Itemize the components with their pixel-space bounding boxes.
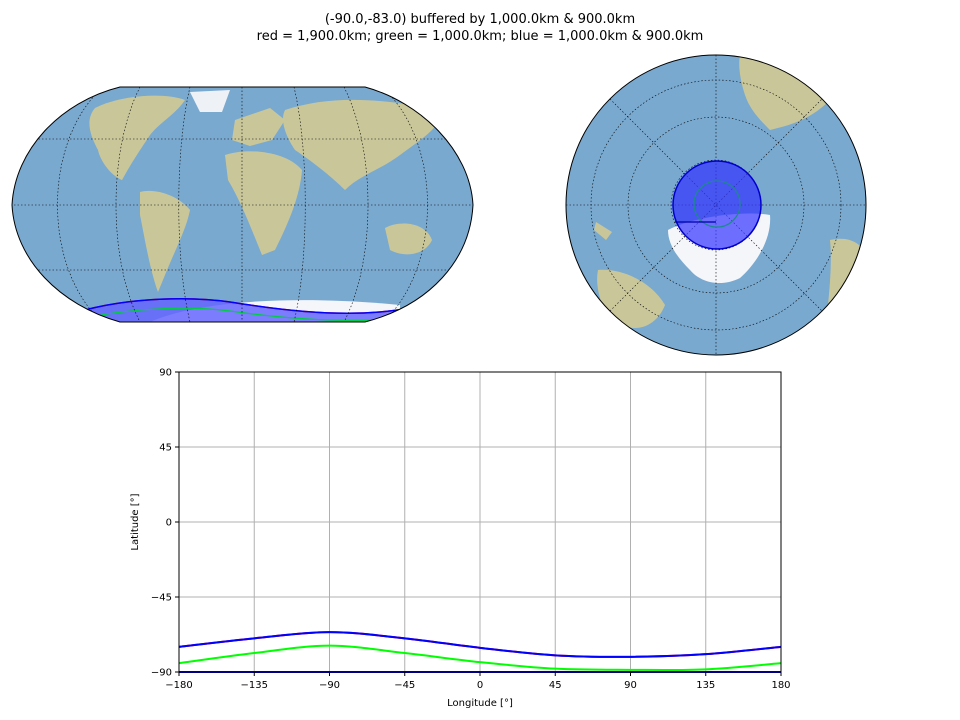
landmasses <box>89 90 441 292</box>
series-line-blue-2 <box>178 631 782 658</box>
greenland <box>190 90 230 112</box>
y-tick-label: 90 <box>159 368 172 379</box>
series-line-green-1 <box>178 644 782 672</box>
figure-title-line-2: red = 1,900.0km; green = 1,000.0km; blue… <box>256 29 704 44</box>
ortho-new-zealand <box>594 222 612 240</box>
africa <box>225 151 302 255</box>
robinson-buffer-fill <box>12 298 473 322</box>
y-tick-label: 0 <box>166 518 172 529</box>
x-tick-label: −45 <box>394 680 415 691</box>
robinson-graticule <box>12 87 473 322</box>
y-tick-label: 45 <box>159 443 172 454</box>
ortho-australia <box>597 269 665 328</box>
ortho-buffer-inner <box>693 180 741 228</box>
ortho-map-outline <box>565 54 867 356</box>
y-axis-ticks: −90 −45 0 45 90 <box>151 368 179 679</box>
figure-title-line-1: (-90.0,-83.0) buffered by 1,000.0km & 90… <box>324 12 636 27</box>
x-tick-label: 45 <box>549 680 562 691</box>
x-tick-label: −135 <box>241 680 268 691</box>
chart-gridlines <box>178 371 782 673</box>
y-tick-label: −90 <box>151 668 172 679</box>
x-tick-label: −90 <box>319 680 340 691</box>
orthographic-south-pole-map <box>565 54 867 356</box>
north-america <box>89 95 185 180</box>
ortho-landmasses <box>594 55 866 328</box>
robinson-world-map <box>11 86 474 323</box>
robinson-map-outline <box>11 86 474 323</box>
x-axis-label: Longitude [°] <box>447 698 513 709</box>
south-america <box>140 190 190 292</box>
robinson-green-outline <box>94 307 381 322</box>
x-axis-ticks: −180 −135 −90 −45 0 45 90 135 180 <box>165 672 791 691</box>
europe <box>232 108 285 146</box>
x-tick-label: 0 <box>477 680 483 691</box>
x-tick-label: 135 <box>696 680 715 691</box>
x-tick-label: 180 <box>771 680 790 691</box>
y-tick-label: −45 <box>151 593 172 604</box>
x-tick-label: 90 <box>624 680 637 691</box>
ortho-africa <box>828 238 866 305</box>
y-axis-label: Latitude [°] <box>130 493 141 550</box>
latlon-chart: −180 −135 −90 −45 0 45 90 135 180 −90 −45 0 45 90 Lo… <box>130 368 791 710</box>
ortho-south-america <box>739 55 830 130</box>
ortho-buffer-fill <box>672 160 762 250</box>
australia <box>385 223 432 255</box>
asia <box>283 99 441 190</box>
x-tick-label: −180 <box>165 680 192 691</box>
ortho-graticule <box>566 55 866 355</box>
